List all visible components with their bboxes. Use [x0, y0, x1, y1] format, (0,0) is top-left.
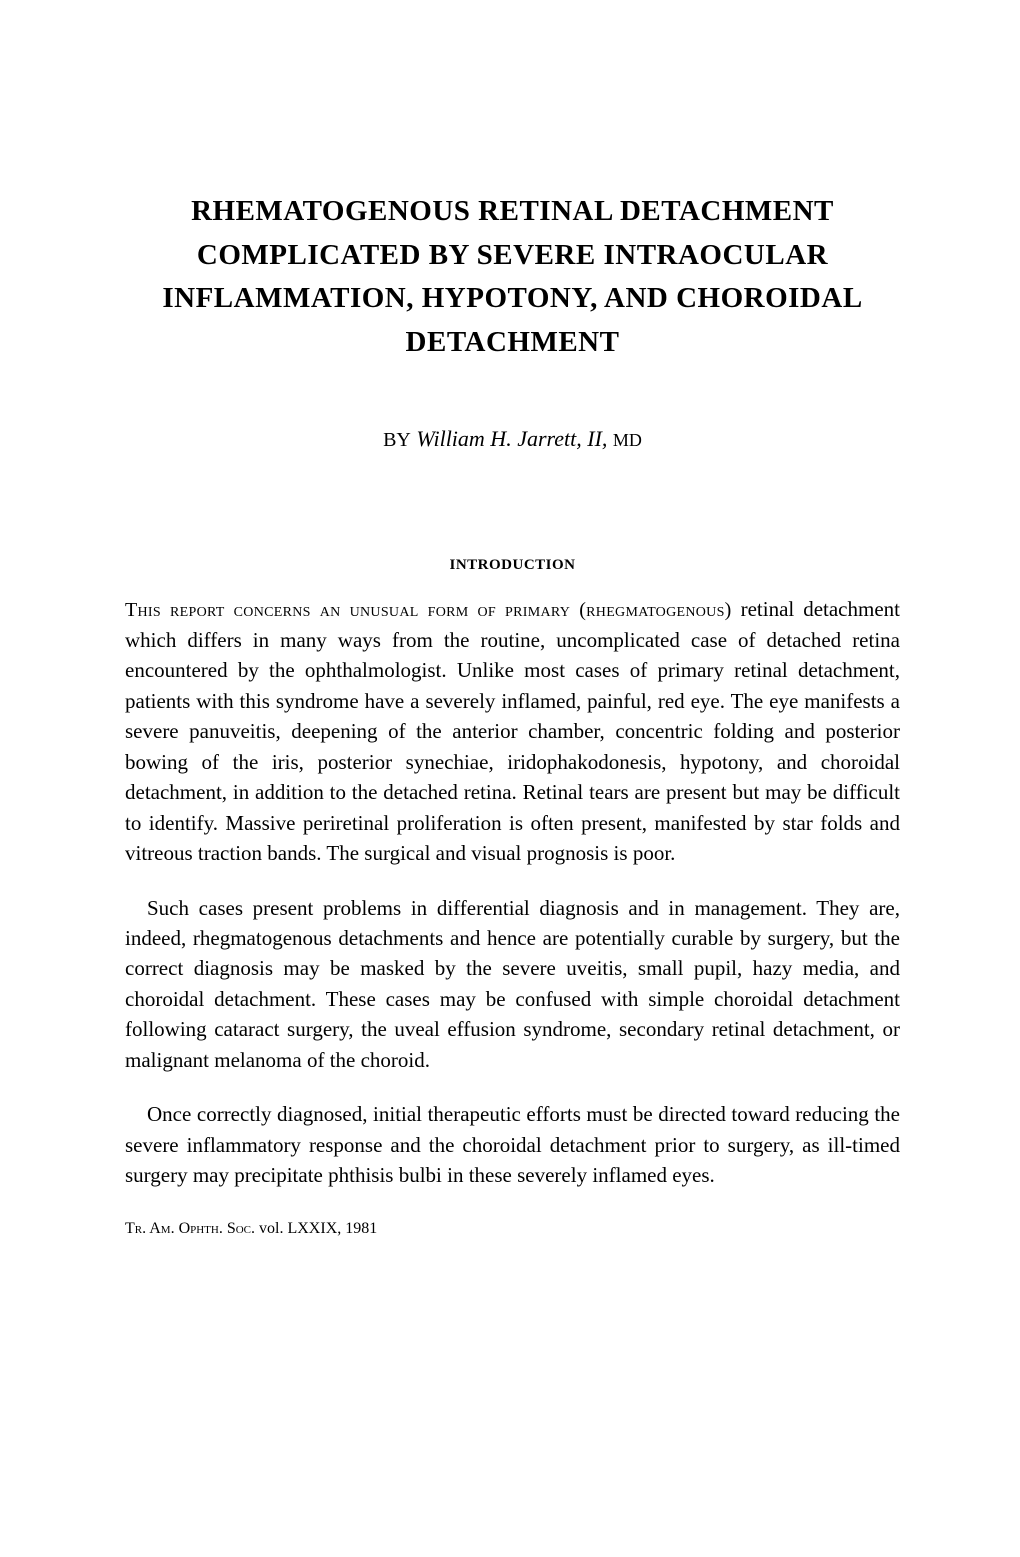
by-word: BY: [383, 429, 411, 451]
journal-footer: Tr. Am. Ophth. Soc. vol. LXXIX, 1981: [125, 1220, 900, 1238]
paragraph-lead-in: This report concerns an unusual form of …: [125, 599, 732, 621]
paragraph-text: retinal detachment which differs in many…: [125, 597, 900, 865]
author-degree: MD: [613, 430, 642, 450]
volume-info: vol. LXXIX, 1981: [255, 1220, 377, 1237]
section-heading-introduction: INTRODUCTION: [125, 557, 900, 574]
byline: BY William H. Jarrett, II, MD: [125, 426, 900, 452]
body-paragraph-3: Once correctly diagnosed, initial therap…: [125, 1099, 900, 1190]
body-paragraph-2: Such cases present problems in different…: [125, 893, 900, 1076]
paper-title: RHEMATOGENOUS RETINAL DETACHMENT COMPLIC…: [125, 190, 900, 364]
journal-abbreviation: Tr. Am. Ophth. Soc.: [125, 1220, 255, 1237]
body-paragraph-1: This report concerns an unusual form of …: [125, 594, 900, 869]
author-name: William H. Jarrett, II,: [416, 426, 607, 451]
